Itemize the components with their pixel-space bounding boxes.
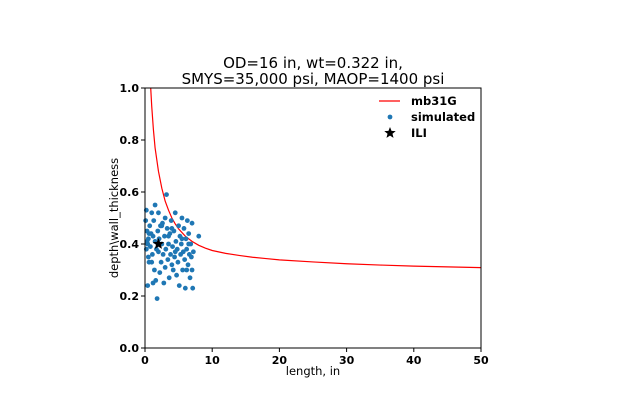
tick-layer: 0 10 20 30 40 50 0.0 0.2 0.4 0.6 0.8 1.0 [120,82,489,367]
simulated-point [161,280,167,286]
y-axis-label: depth\wall_thickness [107,158,121,278]
simulated-point [178,241,184,247]
simulated-point [187,275,193,281]
simulated-point [176,283,182,288]
legend: mb31G simulated ILI [379,94,475,140]
x-tick-label: 10 [205,354,221,367]
simulated-point [160,252,166,257]
simulated-point [190,249,196,255]
simulated-point [146,259,152,265]
y-tick-label: 0.8 [120,134,140,147]
simulated-point [157,270,163,275]
legend-ili-label: ILI [411,126,427,140]
simulated-point [185,262,191,268]
plot-frame [144,87,482,349]
simulated-point [166,241,171,247]
simulated-point [176,223,182,229]
simulated-point [152,267,157,273]
simulated-point [164,226,170,231]
simulated-point [179,236,185,242]
y-tick-label: 0.2 [120,290,140,303]
simulated-point [182,257,188,262]
simulated-point [180,267,186,273]
simulated-point [149,210,155,216]
simulated-point [147,223,153,229]
simulated-point [154,296,160,301]
simulated-point [182,285,188,291]
simulated-point [150,233,156,239]
simulated-point [175,259,181,265]
simulated-point [166,275,172,281]
simulated-point [170,267,176,273]
simulated-point [186,241,192,247]
simulated-point [158,259,164,265]
simulated-point [162,265,168,270]
simulated-point [164,192,169,198]
simulated-point [173,239,179,244]
simulated-point [159,223,165,229]
simulated-point [145,283,151,288]
simulated-point [156,249,161,255]
simulated-point [184,218,190,224]
simulated-point [156,210,161,216]
simulated-point [174,272,179,278]
legend-mb31g-label: mb31G [411,94,457,108]
simulated-point [184,246,190,252]
series-layer [143,87,482,301]
simulated-point [181,226,187,231]
simulated-point [172,249,178,255]
mb31g-curve [150,87,482,269]
simulated-point [186,231,192,237]
simulated-point [143,218,149,224]
simulated-point [184,267,190,273]
simulated-point [151,218,157,224]
x-tick-label: 50 [473,354,489,367]
simulated-point [149,252,155,257]
simulated-point [169,226,175,231]
chart-title-line-2: SMYS=35,000 psi, MAOP=1400 psi [182,70,445,88]
simulated-point [150,280,156,286]
simulated-point [162,215,168,221]
simulated-point [168,218,174,224]
simulated-point [172,210,178,216]
simulated-point [190,285,196,291]
simulated-point [183,236,189,242]
simulated-point [155,228,161,234]
legend-simulated-marker [387,114,393,120]
simulated-point [163,246,169,252]
simulated-point [169,262,175,268]
simulated-point [145,236,151,242]
simulated-point [179,215,185,221]
x-tick-label: 30 [339,354,355,367]
simulated-point [189,220,195,226]
chart-title-line-1: OD=16 in, wt=0.322 in, [223,54,403,72]
simulated-point [168,252,173,257]
legend-simulated-label: simulated [411,110,475,124]
x-axis-label: length, in [286,364,340,378]
simulated-point [152,202,158,208]
simulated-point [147,244,153,250]
y-tick-label: 1.0 [120,82,140,95]
ili-star-marker [152,238,165,249]
x-tick-label: 40 [406,354,422,367]
simulated-point [189,267,195,273]
simulated-point [196,233,202,239]
simulated-point [170,244,175,250]
x-tick-label: 0 [141,354,149,367]
y-tick-label: 0.0 [120,342,140,355]
simulated-point [165,257,171,262]
legend-ili-star-icon [384,127,396,138]
simulated-point [188,254,194,260]
simulated-point [162,233,167,239]
simulated-point [172,254,177,260]
simulated-point [180,249,186,255]
simulated-point [166,233,171,239]
y-tick-label: 0.4 [120,238,140,251]
simulated-point [145,254,151,260]
x-tick-label: 20 [272,354,288,367]
y-tick-label: 0.6 [120,186,140,199]
